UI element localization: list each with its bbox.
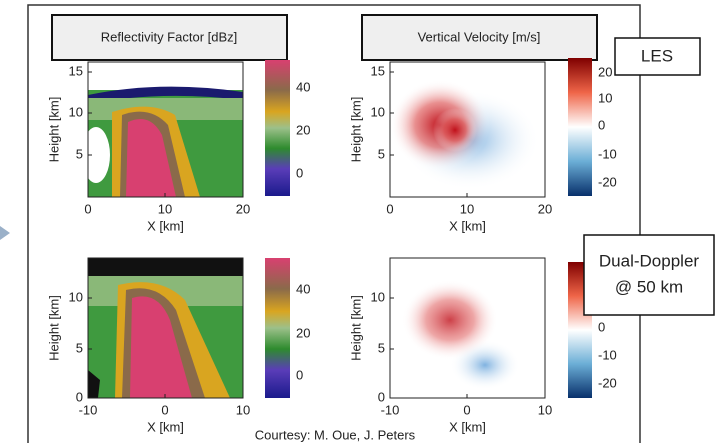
colorbar-tick-label: -10: [598, 146, 617, 161]
velocity-field-bottom: [390, 258, 545, 398]
colorbar-tick-label: 0: [598, 117, 605, 132]
row-label: LES: [641, 46, 673, 65]
x-tick-label: 10: [236, 402, 250, 417]
x-tick-label: 10: [460, 201, 474, 216]
x-tick-label: 0: [84, 201, 91, 216]
title-box: [361, 14, 598, 61]
x-axis-label: X [km]: [449, 419, 486, 434]
credit: Courtesy: M. Oue, J. Peters: [255, 427, 416, 442]
row-label: Dual-Doppler: [599, 251, 699, 270]
colorbar-tick-label: 20: [598, 64, 612, 79]
y-tick-label: 15: [371, 63, 385, 78]
x-tick-label: 10: [158, 201, 172, 216]
colorbar-tick-label: 0: [598, 319, 605, 334]
y-tick-label: 10: [371, 104, 385, 119]
colorbar: [265, 60, 290, 196]
y-tick-label: 5: [76, 146, 83, 161]
title-box: [51, 14, 288, 61]
x-tick-label: 0: [463, 402, 470, 417]
colorbar-tick-label: 20: [296, 122, 310, 137]
reflectivity-field-top: [82, 86, 243, 197]
x-axis-label: X [km]: [449, 218, 486, 233]
colorbar-tick-label: 40: [296, 79, 310, 94]
y-tick-label: 5: [76, 340, 83, 355]
y-tick-label: 15: [69, 63, 83, 78]
x-axis-label: X [km]: [147, 419, 184, 434]
y-tick-label: 10: [69, 104, 83, 119]
colorbar-tick-label: 0: [296, 367, 303, 382]
velocity-field-top: [390, 62, 545, 197]
colorbar-tick-label: 0: [296, 165, 303, 180]
row-label: @ 50 km: [615, 277, 683, 296]
x-tick-label: -10: [79, 402, 98, 417]
y-tick-label: 5: [378, 340, 385, 355]
x-tick-label: 0: [161, 402, 168, 417]
x-tick-label: 20: [236, 201, 250, 216]
y-axis-label: Height [km]: [46, 97, 61, 163]
colorbar: [568, 58, 592, 196]
x-axis-label: X [km]: [147, 218, 184, 233]
colorbar-tick-label: -10: [598, 347, 617, 362]
panel-title: Vertical Velocity [m/s]: [418, 29, 541, 44]
colorbar-tick-label: 10: [598, 90, 612, 105]
arrow: [0, 226, 10, 240]
colorbar: [265, 258, 290, 398]
colorbar-tick-label: -20: [598, 375, 617, 390]
panel-title: Reflectivity Factor [dBz]: [101, 29, 238, 44]
row-label-box: [583, 234, 715, 316]
frame: [27, 4, 641, 443]
row-label-box: [614, 37, 701, 76]
colorbar-tick-label: 40: [296, 281, 310, 296]
x-tick-label: 10: [538, 402, 552, 417]
colorbar-tick-label: 20: [296, 325, 310, 340]
x-tick-label: 0: [386, 201, 393, 216]
y-tick-label: 10: [371, 289, 385, 304]
y-axis-label: Height [km]: [46, 295, 61, 361]
reflectivity-field-bottom: [88, 258, 243, 398]
y-axis-label: Height [km]: [348, 295, 363, 361]
x-tick-label: -10: [381, 402, 400, 417]
y-tick-label: 5: [378, 146, 385, 161]
y-tick-label: 0: [378, 389, 385, 404]
x-tick-label: 20: [538, 201, 552, 216]
y-axis-label: Height [km]: [348, 97, 363, 163]
y-tick-label: 0: [76, 389, 83, 404]
colorbar-tick-label: -20: [598, 174, 617, 189]
y-tick-label: 10: [69, 289, 83, 304]
